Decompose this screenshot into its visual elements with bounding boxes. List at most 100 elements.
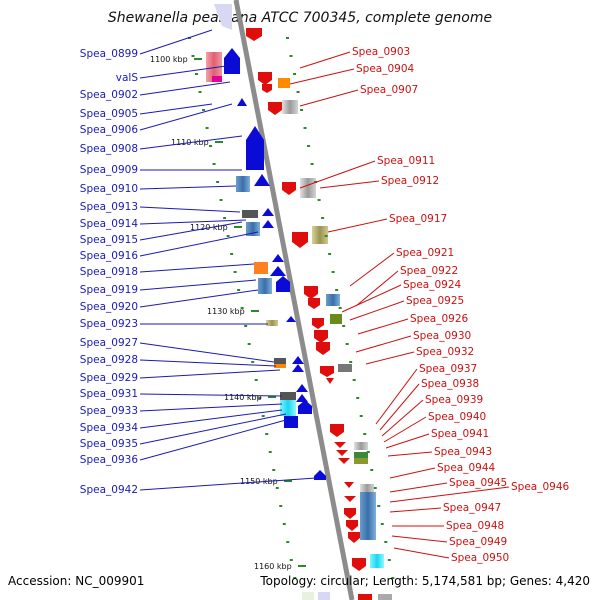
left-gene-label[interactable]: Spea_0923 xyxy=(80,318,138,330)
right-gene-leader xyxy=(379,383,420,431)
right-gene-label[interactable]: Spea_0937 xyxy=(419,363,477,375)
right-gene-label[interactable]: Spea_0925 xyxy=(406,295,464,307)
left-gene-label[interactable]: Spea_0936 xyxy=(80,454,139,466)
right-gene-label[interactable]: Spea_0949 xyxy=(449,536,507,548)
left-gene-label[interactable]: Spea_0916 xyxy=(80,250,139,262)
feature-block xyxy=(304,286,318,299)
right-gene-leader xyxy=(375,368,418,425)
left-gene-label[interactable]: valS xyxy=(116,72,139,84)
left-gene-label[interactable]: Spea_0899 xyxy=(80,48,138,60)
left-gene-label[interactable]: Spea_0927 xyxy=(80,337,138,349)
left-gene-leader xyxy=(139,206,241,213)
feature-block xyxy=(326,294,340,306)
left-gene-label[interactable]: Spea_0914 xyxy=(80,218,139,230)
feature-block xyxy=(236,176,250,192)
right-gene-leader xyxy=(355,335,412,353)
feature-block xyxy=(214,4,232,30)
right-gene-label[interactable]: Spea_0930 xyxy=(413,330,471,342)
right-gene-label[interactable]: Spea_0921 xyxy=(396,247,454,259)
feature-block xyxy=(242,210,258,218)
left-gene-label[interactable]: Spea_0933 xyxy=(80,405,138,417)
left-gene-label[interactable]: Spea_0915 xyxy=(80,234,138,246)
feature-block xyxy=(338,364,352,372)
right-gene-leader xyxy=(383,416,427,443)
feature-block xyxy=(284,416,298,428)
right-gene-label[interactable]: Spea_0907 xyxy=(360,84,418,96)
right-gene-leader xyxy=(349,252,395,287)
right-gene-label[interactable]: Spea_0947 xyxy=(443,502,501,514)
left-gene-label[interactable]: Spea_0929 xyxy=(80,372,138,384)
right-gene-label[interactable]: Spea_0917 xyxy=(389,213,447,225)
feature-block xyxy=(278,78,290,88)
right-gene-label[interactable]: Spea_0911 xyxy=(377,155,435,167)
right-gene-label[interactable]: Spea_0941 xyxy=(431,428,489,440)
feature-block xyxy=(354,452,368,458)
left-gene-label[interactable]: Spea_0920 xyxy=(80,301,138,313)
feature-block xyxy=(282,182,296,195)
left-gene-label[interactable]: Spea_0910 xyxy=(80,183,138,195)
right-gene-leader xyxy=(385,433,430,449)
feature-block xyxy=(360,492,376,540)
feature-block xyxy=(314,470,326,480)
right-gene-label[interactable]: Spea_0943 xyxy=(434,446,492,458)
right-gene-label[interactable]: Spea_0940 xyxy=(428,411,486,423)
right-gene-leader xyxy=(365,351,415,365)
left-gene-label[interactable]: Spea_0928 xyxy=(80,354,138,366)
feature-block xyxy=(352,558,366,571)
right-gene-leader xyxy=(319,180,380,189)
right-gene-label[interactable]: Spea_0912 xyxy=(381,175,439,187)
feature-block xyxy=(262,208,274,216)
left-gene-label[interactable]: Spea_0905 xyxy=(80,108,138,120)
left-gene-label[interactable]: Spea_0902 xyxy=(80,89,138,101)
right-gene-label[interactable]: Spea_0944 xyxy=(437,462,496,474)
right-gene-label[interactable]: Spea_0932 xyxy=(416,346,474,358)
left-gene-leader xyxy=(139,279,257,291)
feature-block xyxy=(344,496,356,502)
left-gene-label[interactable]: Spea_0908 xyxy=(80,143,138,155)
left-gene-label[interactable]: Spea_0935 xyxy=(80,438,138,450)
right-gene-label[interactable]: Spea_0938 xyxy=(421,378,479,390)
feature-block xyxy=(300,178,316,198)
left-gene-label[interactable]: Spea_0906 xyxy=(80,124,139,136)
right-gene-label[interactable]: Spea_0903 xyxy=(352,46,410,58)
right-gene-leader xyxy=(387,451,433,457)
feature-block xyxy=(336,450,348,456)
feature-block xyxy=(344,482,354,488)
left-gene-leader xyxy=(139,419,287,461)
feature-block xyxy=(344,508,356,519)
left-gene-label[interactable]: Spea_0931 xyxy=(80,388,138,400)
right-gene-label[interactable]: Spea_0926 xyxy=(410,313,469,325)
right-gene-label[interactable]: Spea_0939 xyxy=(425,394,483,406)
feature-block xyxy=(292,356,304,364)
right-gene-label[interactable]: Spea_0945 xyxy=(449,477,507,489)
right-gene-label[interactable]: Spea_0946 xyxy=(511,481,570,493)
right-gene-label[interactable]: Spea_0924 xyxy=(403,279,462,291)
feature-block xyxy=(326,378,334,384)
left-gene-leader xyxy=(139,413,287,445)
feature-block xyxy=(212,76,222,82)
right-gene-leader xyxy=(299,51,351,69)
left-gene-label[interactable]: Spea_0934 xyxy=(80,422,139,434)
right-gene-leader xyxy=(389,507,442,513)
feature-block xyxy=(254,262,268,274)
left-gene-label[interactable]: Spea_0909 xyxy=(80,164,138,176)
right-gene-leader xyxy=(391,535,448,543)
left-gene-label[interactable]: Spea_0919 xyxy=(80,284,138,296)
feature-block xyxy=(272,254,284,262)
left-gene-leader xyxy=(139,289,259,308)
left-gene-label[interactable]: Spea_0942 xyxy=(80,484,138,496)
feature-block xyxy=(280,400,296,416)
left-gene-label[interactable]: Spea_0918 xyxy=(80,266,138,278)
left-gene-leader xyxy=(139,263,255,273)
feature-block xyxy=(286,316,296,322)
right-gene-leader xyxy=(389,482,448,493)
feature-block xyxy=(274,358,286,364)
right-gene-label[interactable]: Spea_0948 xyxy=(446,520,504,532)
feature-block xyxy=(314,330,328,343)
left-gene-label[interactable]: Spea_0913 xyxy=(80,201,138,213)
right-gene-label[interactable]: Spea_0922 xyxy=(400,265,458,277)
feature-block xyxy=(246,126,264,170)
right-gene-label[interactable]: Spea_0904 xyxy=(356,63,415,75)
right-gene-label[interactable]: Spea_0950 xyxy=(451,552,509,564)
